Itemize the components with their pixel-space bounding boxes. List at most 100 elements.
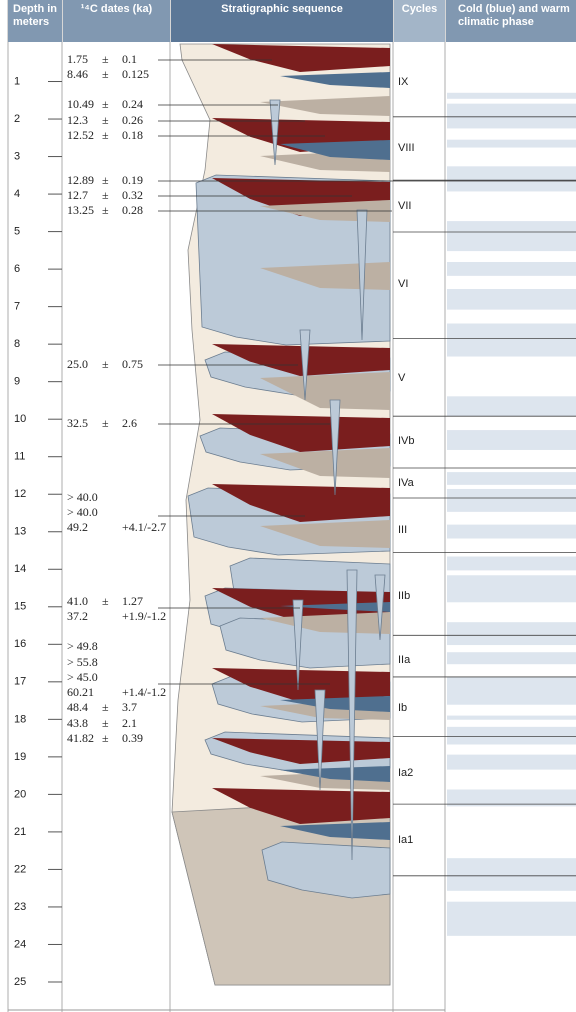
date-text: > 55.8 [67, 655, 98, 669]
cold-phase-band [447, 677, 576, 705]
cold-phase-band [447, 755, 576, 770]
date-text: ± [102, 128, 109, 142]
depth-tick-label: 21 [14, 826, 26, 838]
depth-tick-label: 19 [14, 751, 26, 763]
cycle-label: Ia2 [398, 767, 413, 779]
date-text: 32.5 [67, 416, 88, 430]
cycle-label: IIb [398, 590, 410, 602]
cold-phase-band [447, 622, 576, 645]
cold-phase-band [447, 652, 576, 664]
depth-tick-label: 22 [14, 863, 26, 875]
date-text: 41.0 [67, 594, 88, 608]
date-text: 0.26 [122, 113, 143, 127]
date-text: ± [102, 52, 109, 66]
cycle-label: IX [398, 76, 409, 88]
cycle-label: VIII [398, 142, 415, 154]
depth-tick-label: 7 [14, 301, 20, 313]
depth-tick-label: 5 [14, 226, 20, 238]
cold-phase-band [447, 575, 576, 602]
date-text: > 45.0 [67, 670, 98, 684]
date-text: 37.2 [67, 609, 88, 623]
header-depth: Depth in meters [8, 0, 62, 42]
cold-phase-band [447, 472, 576, 485]
depth-tick-label: 10 [14, 413, 26, 425]
date-text: 2.6 [122, 416, 137, 430]
diagram: 1234567891011121314151617181920212223242… [0, 0, 576, 1012]
cycle-label: Ia1 [398, 834, 413, 846]
cycle-label: IVb [398, 435, 415, 447]
date-text: 0.125 [122, 67, 149, 81]
header-sequence: Stratigraphic sequence [171, 0, 393, 42]
date-text: 0.24 [122, 97, 143, 111]
cold-phase-band [447, 93, 576, 99]
date-text: 1.75 [67, 52, 88, 66]
depth-tick-label: 1 [14, 75, 20, 87]
date-text: 0.32 [122, 188, 143, 202]
cold-phase-band [447, 525, 576, 539]
date-text: 0.1 [122, 52, 137, 66]
date-text: ± [102, 416, 109, 430]
date-text: 43.8 [67, 716, 88, 730]
depth-tick-label: 25 [14, 976, 26, 988]
depth-tick-label: 3 [14, 150, 20, 162]
date-text: +1.9/-1.2 [122, 609, 166, 623]
cycle-label: V [398, 372, 406, 384]
cold-phase-band [447, 716, 576, 720]
depth-tick-label: 15 [14, 601, 26, 613]
cold-phase-band [447, 166, 576, 191]
date-text: ± [102, 357, 109, 371]
date-text: 2.1 [122, 716, 137, 730]
depth-tick-label: 8 [14, 338, 20, 350]
date-text: 12.52 [67, 128, 94, 142]
date-text: ± [102, 67, 109, 81]
cold-phase-band [447, 140, 576, 148]
cold-phase-band [447, 858, 576, 891]
depth-tick-label: 18 [14, 713, 26, 725]
date-text: ± [102, 203, 109, 217]
cycle-label: VI [398, 278, 408, 290]
date-text: ± [102, 594, 109, 608]
cold-phase-band [447, 324, 576, 357]
cold-phase-band [447, 489, 576, 512]
cold-phase-band [447, 902, 576, 936]
header-climate: Cold (blue) and warm climatic phase [446, 0, 576, 42]
cold-phase-band [447, 289, 576, 310]
cycle-label: IIa [398, 654, 411, 666]
depth-tick-label: 9 [14, 376, 20, 388]
date-text: ± [102, 716, 109, 730]
depth-tick-label: 14 [14, 563, 26, 575]
header-dates: ¹⁴C dates (ka) [63, 0, 170, 42]
date-text: 3.7 [122, 700, 137, 714]
depth-tick-label: 17 [14, 676, 26, 688]
date-text: > 40.0 [67, 505, 98, 519]
cold-phase-band [447, 727, 576, 745]
depth-tick-label: 11 [14, 451, 25, 463]
date-text: 60.21 [67, 685, 94, 699]
cycle-label: III [398, 524, 407, 536]
depth-tick-label: 2 [14, 113, 20, 125]
date-text: ± [102, 700, 109, 714]
date-text: > 49.8 [67, 639, 98, 653]
date-text: ± [102, 97, 109, 111]
date-text: 0.19 [122, 173, 143, 187]
depth-tick-label: 24 [14, 938, 26, 950]
depth-tick-label: 20 [14, 788, 26, 800]
date-text: +1.4/-1.2 [122, 685, 166, 699]
date-text: 12.89 [67, 173, 94, 187]
date-text: +4.1/-2.7 [122, 520, 166, 534]
date-text: 12.3 [67, 113, 88, 127]
date-text: 0.28 [122, 203, 143, 217]
depth-tick-label: 4 [14, 188, 20, 200]
date-text: 0.39 [122, 731, 143, 745]
cycle-label: Ib [398, 702, 407, 714]
date-text: 13.25 [67, 203, 94, 217]
cold-phase-band [447, 104, 576, 129]
date-text: 49.2 [67, 520, 88, 534]
date-text: > 40.0 [67, 490, 98, 504]
date-text: 12.7 [67, 188, 88, 202]
depth-tick-label: 6 [14, 263, 20, 275]
date-text: 0.18 [122, 128, 143, 142]
date-text: ± [102, 731, 109, 745]
date-text: 25.0 [67, 357, 88, 371]
depth-tick-label: 16 [14, 638, 26, 650]
